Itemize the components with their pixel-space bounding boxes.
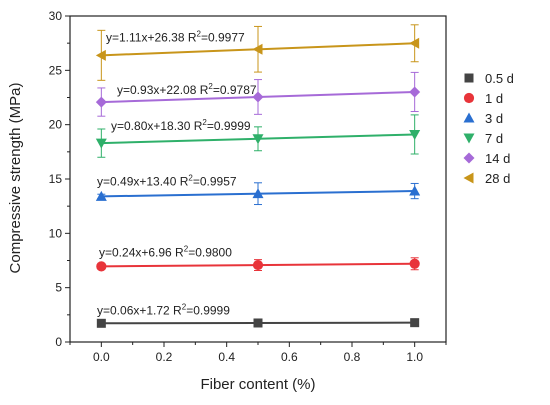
fit-equation-r2: =0.9999 [207,119,251,133]
data-point [409,185,421,196]
data-point [409,129,421,140]
fit-equation-sup: 2 [197,29,202,38]
data-point [252,259,264,271]
legend-label: 7 d [485,131,503,146]
y-tick-label: 25 [49,63,63,77]
fit-equation-prefix: y=0.49x+13.40 R [97,174,189,188]
x-axis-title: Fiber content (%) [200,376,315,393]
y-tick-label: 20 [49,118,63,132]
fit-equation: y=0.93x+22.08 R2=0.9787 [117,82,257,97]
data-point [409,37,420,49]
y-tick-label: 15 [49,172,63,186]
fit-equation-sup: 2 [202,118,207,127]
fit-equation: y=0.80x+18.30 R2=0.9999 [111,118,251,133]
series-28-d: y=1.11x+26.38 R2=0.9977 [95,24,420,81]
data-point [252,134,264,145]
data-point [96,318,106,328]
legend-label: 28 d [485,171,510,186]
x-tick-label: 1.0 [406,350,423,364]
series-0-5-d: y=0.06x+1.72 R2=0.9999 [96,302,420,328]
fit-equation: y=0.49x+13.40 R2=0.9957 [97,173,237,188]
legend-label: 1 d [485,91,503,106]
x-tick-label: 0.2 [156,350,173,364]
legend-label: 0.5 d [485,71,514,86]
legend-label: 3 d [485,111,503,126]
data-point [252,188,264,199]
axes-layer: 0.0 0.2 0.4 0.6 0.8 1.0 0 5 10 15 20 25 30 [49,9,447,364]
fit-equation-r2: =0.9800 [188,245,232,259]
legend: 0.5 d 1 d 3 d 7 d 14 d 28 d [463,71,514,186]
data-point [252,43,263,55]
legend-label: 14 d [485,151,510,166]
legend-marker [463,172,474,184]
series-14-d: y=0.93x+22.08 R2=0.9787 [95,71,421,117]
legend-item: 7 d [463,131,503,146]
series-7-d: y=0.80x+18.30 R2=0.9999 [95,114,421,158]
fit-equation-r2: =0.9957 [193,174,237,188]
legend-item: 0.5 d [464,71,514,86]
y-tick-label: 5 [55,281,62,295]
fit-equation-prefix: y=0.80x+18.30 R [111,119,203,133]
fit-equation-sup: 2 [188,173,193,182]
y-axis-title: Compressive strength (MPa) [7,83,24,274]
fit-equation-r2: =0.9977 [201,30,245,44]
fit-equation-prefix: y=0.93x+22.08 R [117,83,209,97]
y-tick-label: 30 [49,9,63,23]
x-tick-label: 0.8 [344,350,361,364]
data-point [409,86,421,98]
x-tick-label: 0.4 [218,350,235,364]
fit-equation: y=1.11x+26.38 R2=0.9977 [106,29,245,44]
fit-equation-prefix: y=0.06x+1.72 R [97,303,182,317]
legend-item: 28 d [463,171,510,186]
fit-equation-sup: 2 [182,302,187,311]
fit-equation-sup: 2 [184,244,189,253]
data-point [95,96,107,108]
data-point [253,318,263,328]
fit-equation-r2: =0.9999 [186,303,230,317]
data-point [410,318,420,328]
legend-item: 3 d [463,111,503,126]
data-point [96,261,107,272]
y-tick-label: 0 [55,335,62,349]
x-tick-label: 0.0 [93,350,110,364]
series-3-d: y=0.49x+13.40 R2=0.9957 [95,173,421,206]
legend-item: 14 d [463,151,510,166]
data-point [95,138,107,149]
series-1-d: y=0.24x+6.96 R2=0.9800 [96,244,420,272]
legend-marker [463,133,475,144]
legend-marker [463,152,475,164]
fit-equation: y=0.06x+1.72 R2=0.9999 [97,302,230,317]
legend-marker [464,73,474,83]
fit-equation-prefix: y=1.11x+26.38 R [106,30,197,44]
x-tick-label: 0.6 [281,350,298,364]
fit-equation: y=0.24x+6.96 R2=0.9800 [99,244,232,259]
y-tick-label: 10 [49,226,63,240]
data-point [252,91,264,103]
data-point [95,190,107,201]
data-point [95,49,106,61]
legend-marker [463,92,475,104]
fit-equation-sup: 2 [208,82,213,91]
fit-equation-r2: =0.9787 [213,83,257,97]
data-point [409,258,420,269]
fit-equation-prefix: y=0.24x+6.96 R [99,245,184,259]
legend-item: 1 d [463,91,503,106]
legend-marker [463,112,475,123]
